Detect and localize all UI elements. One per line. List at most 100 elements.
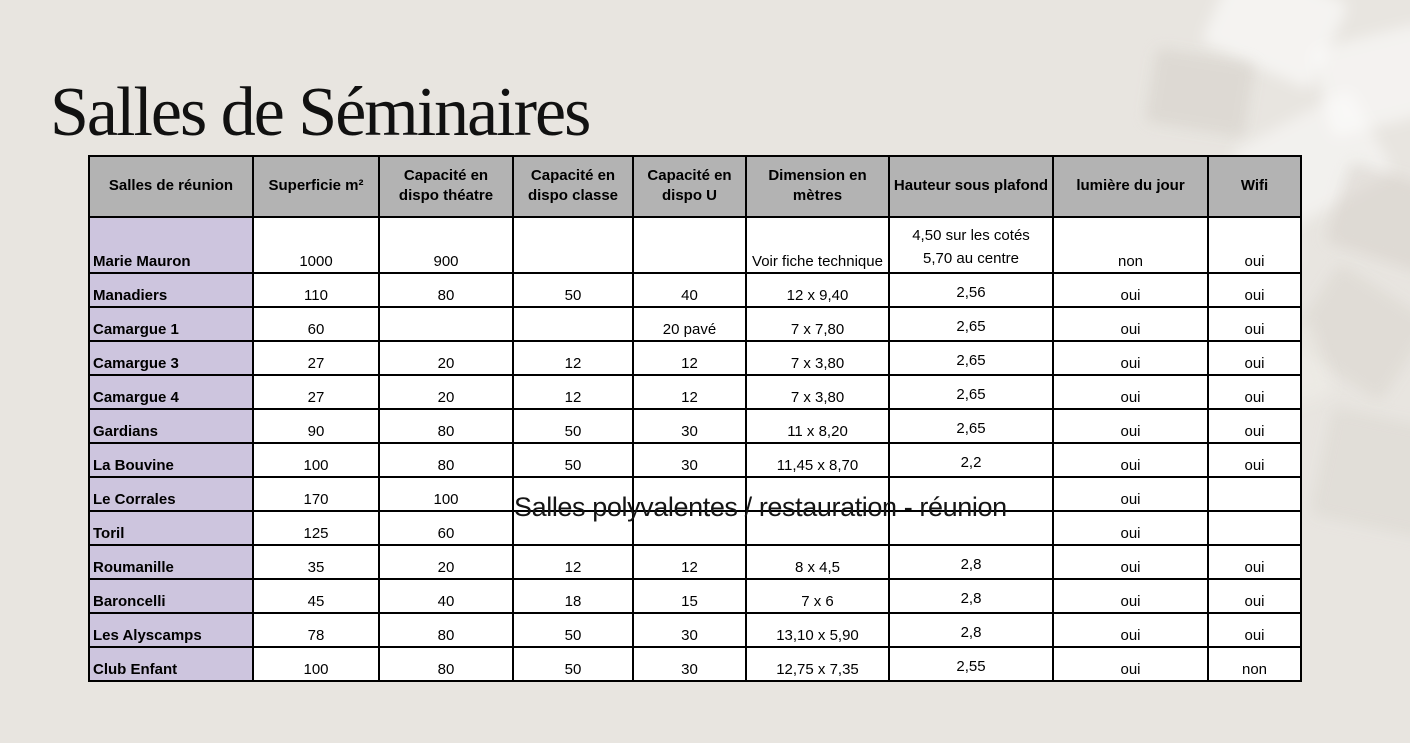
header-hauteur: Hauteur sous plafond (888, 155, 1054, 218)
cell-wifi: non (1207, 646, 1302, 682)
cell-theatre: 80 (378, 612, 514, 648)
cell-hauteur: 2,8 (888, 578, 1054, 614)
seminar-table: Salles de réunion Superficie m² Capacité… (88, 155, 1302, 682)
cell-superficie: 100 (252, 646, 380, 682)
cell-lumiere: oui (1052, 374, 1209, 410)
table-body: Marie Mauron 1000 900 Voir fiche technique 4… (88, 216, 1302, 682)
cell-wifi: oui (1207, 612, 1302, 648)
cell-hauteur: 2,56 (888, 272, 1054, 308)
cell-lumiere: oui (1052, 442, 1209, 478)
cell-superficie: 27 (252, 340, 380, 376)
cell-u: 30 (632, 646, 747, 682)
cell-u: 40 (632, 272, 747, 308)
cell-dimension: 11 x 8,20 (745, 408, 890, 444)
cell-superficie: 170 (252, 476, 380, 512)
cell-name: Manadiers (88, 272, 254, 308)
cell-wifi (1207, 510, 1302, 546)
watermark-shape (1144, 47, 1256, 138)
cell-theatre: 60 (378, 510, 514, 546)
cell-superficie: 45 (252, 578, 380, 614)
cell-wifi: oui (1207, 578, 1302, 614)
cell-name: Camargue 3 (88, 340, 254, 376)
header-row: Salles de réunion Superficie m² Capacité… (88, 155, 1302, 218)
header-dispo-u: Capacité en dispo U (632, 155, 747, 218)
cell-lumiere: oui (1052, 646, 1209, 682)
watermark-shape (1324, 160, 1410, 275)
cell-classe: 50 (512, 612, 634, 648)
watermark-shape (1200, 0, 1350, 91)
cell-hauteur (888, 510, 1054, 546)
cell-superficie: 110 (252, 272, 380, 308)
cell-lumiere: non (1052, 216, 1209, 274)
cell-u: 30 (632, 408, 747, 444)
cell-name: Camargue 4 (88, 374, 254, 410)
cell-superficie: 125 (252, 510, 380, 546)
cell-dimension: Voir fiche technique (745, 216, 890, 274)
cell-superficie: 78 (252, 612, 380, 648)
cell-superficie: 27 (252, 374, 380, 410)
cell-dimension: 13,10 x 5,90 (745, 612, 890, 648)
cell-dimension: 8 x 4,5 (745, 544, 890, 580)
table-row: Camargue 1 60 20 pavé 7 x 7,80 2,65 oui oui (88, 306, 1302, 342)
watermark-shape (1310, 406, 1410, 544)
cell-lumiere: oui (1052, 544, 1209, 580)
watermark-shape (1310, 22, 1410, 138)
cell-u (632, 510, 747, 546)
cell-hauteur: 4,50 sur les cotés 5,70 au centre (888, 216, 1054, 274)
cell-wifi: oui (1207, 272, 1302, 308)
cell-lumiere: oui (1052, 272, 1209, 308)
cell-dimension: 7 x 7,80 (745, 306, 890, 342)
table-row: Baroncelli 45 40 18 15 7 x 6 2,8 oui oui (88, 578, 1302, 614)
header-salles-de-reunion: Salles de réunion (88, 155, 254, 218)
cell-u: 20 pavé (632, 306, 747, 342)
cell-wifi: oui (1207, 374, 1302, 410)
cell-wifi (1207, 476, 1302, 512)
cell-dimension: 12,75 x 7,35 (745, 646, 890, 682)
cell-hauteur: 2,55 (888, 646, 1054, 682)
cell-dimension: 7 x 6 (745, 578, 890, 614)
table-row: Toril 125 60 oui (88, 510, 1302, 546)
table-row: Club Enfant 100 80 50 30 12,75 x 7,35 2,55 oui n… (88, 646, 1302, 682)
cell-u: 30 (632, 612, 747, 648)
cell-u (632, 476, 747, 512)
cell-name: Toril (88, 510, 254, 546)
cell-wifi: oui (1207, 442, 1302, 478)
cell-dimension: 11,45 x 8,70 (745, 442, 890, 478)
header-dimension: Dimension en mètres (745, 155, 890, 218)
header-dispo-theatre: Capacité en dispo théatre (378, 155, 514, 218)
cell-name: Camargue 1 (88, 306, 254, 342)
cell-classe: 50 (512, 408, 634, 444)
cell-u: 12 (632, 340, 747, 376)
cell-name: Le Corrales (88, 476, 254, 512)
cell-hauteur (888, 476, 1054, 512)
cell-theatre: 80 (378, 272, 514, 308)
cell-hauteur: 2,65 (888, 374, 1054, 410)
cell-name: Les Alyscamps (88, 612, 254, 648)
header-superficie: Superficie m² (252, 155, 380, 218)
cell-theatre: 20 (378, 340, 514, 376)
cell-name: Baroncelli (88, 578, 254, 614)
cell-classe (512, 476, 634, 512)
cell-u: 15 (632, 578, 747, 614)
cell-hauteur: 2,65 (888, 340, 1054, 376)
header-dispo-classe: Capacité en dispo classe (512, 155, 634, 218)
cell-theatre: 80 (378, 408, 514, 444)
cell-classe: 12 (512, 340, 634, 376)
table-row: Le Corrales 170 100 oui (88, 476, 1302, 512)
cell-wifi: oui (1207, 216, 1302, 274)
table-row: Marie Mauron 1000 900 Voir fiche technique 4… (88, 216, 1302, 274)
cell-superficie: 90 (252, 408, 380, 444)
cell-lumiere: oui (1052, 578, 1209, 614)
table-header: Salles de réunion Superficie m² Capacité… (88, 155, 1302, 218)
cell-classe: 12 (512, 374, 634, 410)
cell-dimension: 7 x 3,80 (745, 374, 890, 410)
cell-u: 12 (632, 544, 747, 580)
cell-superficie: 60 (252, 306, 380, 342)
table-row: Camargue 3 27 20 12 12 7 x 3,80 2,65 oui oui (88, 340, 1302, 376)
cell-superficie: 100 (252, 442, 380, 478)
slide-title: Salles de Séminaires (50, 73, 591, 151)
cell-classe (512, 510, 634, 546)
cell-dimension (745, 510, 890, 546)
table-row: Roumanille 35 20 12 12 8 x 4,5 2,8 oui oui (88, 544, 1302, 580)
cell-hauteur: 2,8 (888, 612, 1054, 648)
